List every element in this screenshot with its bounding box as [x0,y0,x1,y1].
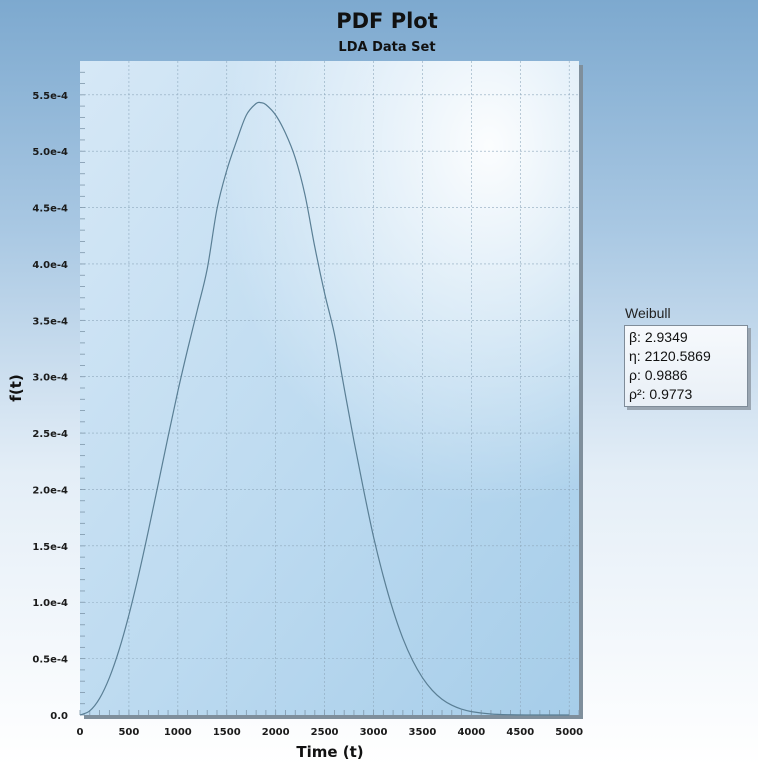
x-tick-label-8: 4000 [457,727,485,738]
x-tick-label-3: 1500 [213,727,241,738]
legend-eta: η: 2120.5869 [629,348,711,364]
y-tick-label-10: 5.0e-4 [32,147,68,158]
y-tick-label-8: 4.0e-4 [32,260,68,271]
y-tick-label-3: 1.5e-4 [32,542,68,553]
x-tick-labels: 0 500 1000 1500 2000 2500 3000 3500 4000 4500 5000 [77,727,584,738]
y-tick-labels: 0.0 0.5e-4 1.0e-4 1.5e-4 2.0e-4 2.5e-4 3.0e-4 3… [32,91,68,722]
legend-rho-squared: ρ²: 0.9773 [629,386,693,402]
x-tick-label-5: 2500 [311,727,339,738]
y-axis-label: f(t) [7,374,25,401]
x-tick-label-0: 0 [77,727,84,738]
legend-beta: β: 2.9349 [629,329,688,345]
x-tick-label-7: 3500 [409,727,437,738]
y-tick-label-7: 3.5e-4 [32,316,68,327]
legend-box: β: 2.9349 η: 2120.5869 ρ: 0.9886 ρ²: 0.9… [624,325,748,407]
minor-ticks [79,71,580,716]
x-tick-label-10: 5000 [555,727,583,738]
grid-lines [80,61,579,715]
chart-subtitle: LDA Data Set [338,40,435,55]
y-tick-label-0: 0.0 [50,711,68,722]
x-tick-label-6: 3000 [360,727,388,738]
y-tick-label-5: 2.5e-4 [32,429,68,440]
y-tick-label-9: 4.5e-4 [32,204,68,215]
y-tick-label-2: 1.0e-4 [32,598,68,609]
y-tick-label-6: 3.0e-4 [32,373,68,384]
legend-rho: ρ: 0.9886 [629,367,688,383]
y-tick-label-11: 5.5e-4 [32,91,68,102]
x-tick-label-2: 1000 [164,727,192,738]
x-tick-label-4: 2000 [262,727,290,738]
series-line-weibull [79,101,570,716]
x-tick-label-1: 500 [118,727,139,738]
y-tick-label-4: 2.0e-4 [32,485,68,496]
legend-title: Weibull [625,305,671,321]
plot-highlight [80,61,579,715]
x-tick-label-9: 4500 [506,727,534,738]
legend: Weibull β: 2.9349 η: 2120.5869 ρ: 0.9886… [624,305,748,407]
x-axis-label: Time (t) [296,743,363,761]
chart-title: PDF Plot [336,9,438,33]
y-tick-label-1: 0.5e-4 [32,655,68,666]
